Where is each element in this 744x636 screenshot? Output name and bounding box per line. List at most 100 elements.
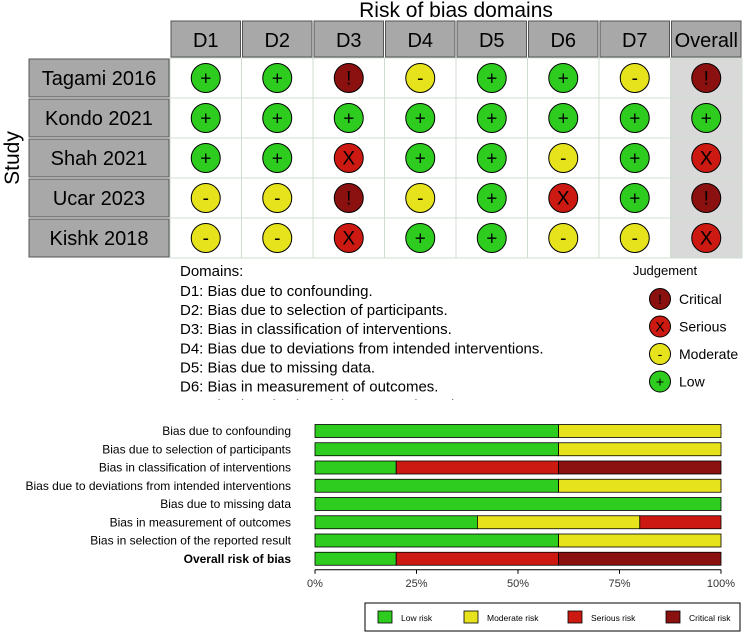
judgement-low-icon [619,103,650,133]
judgement-critical-icon [691,183,722,213]
traffic-light-plot: Risk of bias domains Study D1 D2 D3 D4 D5 D6 D7 O… [1,0,743,400]
judgement-moderate-icon [262,183,293,213]
column-header-label: D2 [264,30,290,52]
category-label: Bias in measurement of outcomes [110,515,291,529]
judgement-symbol: + [200,69,211,90]
judgement-symbol: - [203,229,209,250]
legend-label: Low [679,374,706,390]
legend-symbol: ! [658,291,662,307]
x-tick-label: 100% [707,578,735,590]
judgement-low-icon [476,143,507,173]
judgement-low-icon [405,103,436,133]
judgement-symbol: + [629,109,640,130]
judgement-critical-icon [333,63,364,93]
bar-moderate-risk [558,533,722,548]
study-label-box [28,218,170,258]
legend-label: Moderate risk [487,613,539,623]
judgement-low-icon [190,143,221,173]
judgement-legend-heading: Judgement [633,263,698,278]
column-header-d7 [599,20,670,58]
judgement-serious-icon [691,143,722,173]
column-header-d4 [385,20,456,58]
x-tick-label: 25% [405,578,427,590]
legend-swatch [463,610,479,624]
judgement-moderate-icon [405,63,436,93]
judgement-symbol: + [629,189,640,210]
bar-low-risk [314,424,560,438]
judgement-symbol: ! [346,189,351,210]
category-label: Bias due to selection of participants [102,442,291,456]
judgement-symbol: - [203,189,209,210]
judgement-moderate-icon [262,223,293,253]
judgement-symbol: + [629,149,640,170]
judgement-symbol: - [417,69,423,90]
x-tick-label: 75% [608,578,630,590]
judgement-symbol: + [272,69,283,90]
judgement-critical-icon [691,63,722,93]
column-header-d3 [313,20,384,58]
judgement-symbol: - [632,69,638,90]
category-label: Bias due to confounding [162,424,291,438]
column-header-label: D5 [479,30,505,52]
judgement-moderate-icon [190,183,221,213]
legend-label: Low risk [401,613,433,623]
column-header-label: D3 [336,30,362,52]
judgement-symbol: + [701,109,712,130]
judgement-low-icon [190,63,221,93]
judgement-symbol: X [342,229,355,250]
domain-definition: D1: Bias due to confounding. [180,283,373,300]
domain-definition: D3: Bias in classification of interventi… [180,321,452,338]
judgement-low-icon [262,143,293,173]
domains-heading: Domains: [180,263,243,280]
bar-low-risk [314,551,397,566]
judgement-symbol: X [700,229,713,250]
judgement-symbol: - [560,149,566,170]
judgement-low-icon [476,223,507,253]
study-label-box [28,98,170,138]
domain-definition: D6: Bias in measurement of outcomes. [180,379,438,396]
summary-bar-plot: Bias due to confounding Bias due to selec… [26,424,741,632]
judgement-symbol: + [272,109,283,130]
category-label: Bias due to missing data [160,497,291,511]
study-label-box [28,58,170,98]
category-label: Bias due to deviations from intended int… [26,479,292,493]
judgement-serious-icon [691,223,722,253]
bar-serious-risk [395,551,560,566]
y-axis-label: Study [1,131,24,185]
judgement-symbol: ! [346,69,351,90]
bar-low-risk [314,460,397,475]
study-label: Shah 2021 [51,148,148,170]
judgement-low-icon [476,103,507,133]
category-label: Bias in classification of interventions [99,461,291,475]
judgement-symbol: + [486,229,497,250]
judgement-symbol: + [415,229,426,250]
judgement-low-icon [262,63,293,93]
bar-serious-risk [639,515,722,530]
legend-label: Moderate [679,346,738,362]
legend-low-icon [649,370,671,393]
domain-definition: D2: Bias due to selection of participant… [180,302,448,319]
study-label: Tagami 2016 [42,68,157,90]
column-header-label: D6 [550,30,576,52]
bar-low-risk [314,478,560,493]
judgement-low-icon [548,63,579,93]
judgement-symbol: + [486,189,497,210]
bar-low-risk [314,497,722,511]
column-header-label: D4 [407,30,433,52]
judgement-low-icon [619,143,650,173]
legend-symbol: - [658,346,663,362]
bar-moderate-risk [558,442,722,457]
judgement-symbol: - [274,229,280,250]
legend-symbol: X [655,319,665,335]
judgement-symbol: + [415,109,426,130]
judgement-low-icon [619,183,650,213]
column-header-d2 [242,20,313,58]
bar-low-risk [314,442,560,457]
judgement-symbol: + [272,149,283,170]
judgement-low-icon [405,143,436,173]
judgement-symbol: X [342,149,355,170]
study-label: Ucar 2023 [53,188,145,210]
judgement-symbol: - [274,189,280,210]
judgement-moderate-icon [619,63,650,93]
study-label: Kishk 2018 [50,228,149,250]
